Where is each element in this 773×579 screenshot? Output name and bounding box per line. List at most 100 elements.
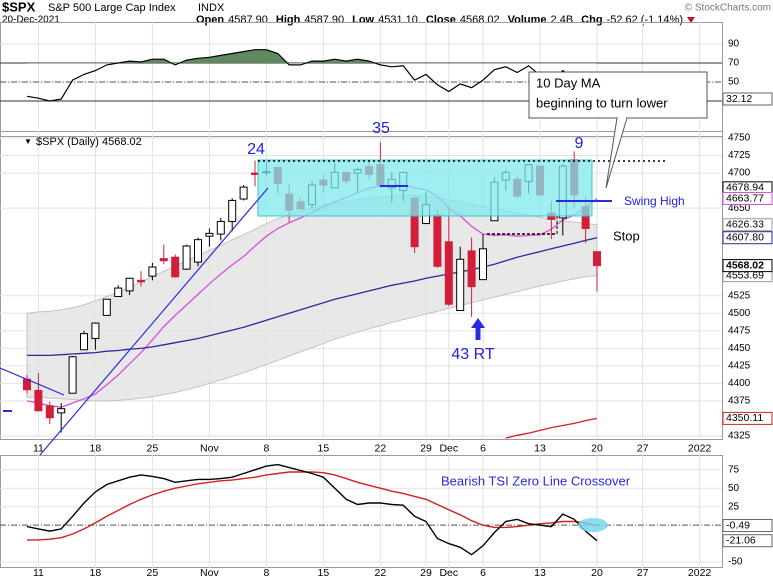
quote-bar: Open 4587.90 High 4587.90 Low 4531.10 Close 456…	[196, 14, 695, 26]
x-tick-label: 25	[147, 442, 159, 454]
candle-body	[68, 356, 77, 394]
candle-body	[137, 279, 145, 283]
annotation: Bearish TSI Zero Line Crossover	[441, 473, 631, 488]
candle-body	[239, 186, 248, 200]
candle-body	[102, 298, 111, 316]
index-name: S&P 500 Large Cap Index	[48, 2, 176, 14]
value-tag: 4553.69	[726, 269, 764, 281]
x-tick-label: 29	[420, 567, 432, 579]
candle-body	[91, 322, 100, 340]
x-tick-label: 13	[534, 567, 546, 579]
y-tick-label: 4725	[728, 150, 751, 161]
rsi-frame	[0, 22, 723, 137]
value-tag: -21.06	[726, 534, 756, 546]
crossover-highlight	[578, 518, 608, 532]
annotation: 43 RT	[451, 346, 495, 363]
value-tag-box	[722, 519, 773, 533]
x-tick-label: 18	[90, 567, 102, 579]
plot-area	[0, 463, 722, 556]
x-tick-label: 20	[591, 442, 603, 454]
x-tick-label: 27	[637, 442, 649, 454]
value-tag-box	[722, 191, 773, 205]
annotation: 10 Day MA	[536, 75, 601, 90]
candle-body	[216, 220, 225, 235]
value-tag: 4607.80	[726, 231, 764, 243]
y-tick-label: 4375	[728, 396, 751, 407]
x-tick-label: 22	[375, 442, 387, 454]
value-tag-box	[722, 218, 773, 232]
candle-body	[456, 258, 465, 311]
x-tick-label: 27	[637, 567, 649, 579]
candle-body	[159, 258, 168, 262]
quote-value: 4531.10	[378, 14, 418, 26]
x-tick-label: 2022	[688, 567, 712, 579]
candle-body	[171, 256, 180, 278]
tsi-line	[27, 471, 598, 541]
y-tick-label: 4475	[728, 325, 751, 336]
value-tag: 4663.77	[726, 192, 764, 204]
y-tick-label: 75	[728, 464, 740, 475]
value-tag: -0.49	[726, 519, 750, 531]
x-tick-label: 18	[90, 442, 102, 454]
y-tick-label: 4450	[728, 343, 751, 354]
candle-body	[125, 277, 134, 292]
change-down-icon	[687, 17, 695, 23]
candle-body	[593, 251, 601, 267]
candle-body	[228, 199, 237, 222]
quote-value: 2.4B	[551, 14, 574, 26]
candle-body	[45, 405, 54, 419]
price-frame	[0, 131, 723, 440]
y-tick-label: 50	[728, 483, 740, 494]
x-tick-label: 2022	[688, 442, 712, 454]
tsi-frame	[0, 455, 723, 568]
x-tick-label: 6	[480, 442, 486, 454]
moving-average	[505, 417, 598, 439]
oversold-fill	[27, 50, 597, 101]
x-tick-label: Dec	[439, 567, 458, 579]
legend-icon: ▼	[24, 137, 32, 146]
candle-body	[148, 266, 157, 277]
value-tag: 4678.94	[726, 182, 764, 194]
annotation: 35	[372, 120, 390, 137]
value-tag-box	[722, 259, 773, 273]
quote-value: 4568.02	[460, 14, 500, 26]
x-tick-label: 11	[33, 442, 44, 454]
overlay: 32.12 24 35 9 43 RT Swing High Stop 10 Day MA be…	[247, 75, 773, 548]
value-tag-box	[722, 92, 773, 106]
trend-line	[39, 187, 269, 456]
quote-label: Open	[196, 14, 224, 26]
x-tick-label: Dec	[439, 442, 458, 454]
x-tick-label: 11	[33, 567, 44, 579]
legend: $SPX (Daily) 4568.02	[36, 136, 142, 148]
symbol: $SPX	[2, 0, 36, 14]
y-tick-label: 4400	[728, 378, 751, 389]
value-tag: 4568.02	[726, 259, 764, 271]
value-tag-box	[722, 231, 773, 245]
indicator-line	[26, 49, 598, 102]
trend-line	[0, 367, 65, 396]
x-tick-label: 8	[263, 567, 269, 579]
candle-body	[80, 333, 88, 351]
annotation: Stop	[613, 228, 640, 243]
x-tick-label: Nov	[200, 442, 219, 454]
x-tick-label: 15	[318, 442, 330, 454]
candle-body	[479, 248, 487, 281]
callout-box	[528, 71, 708, 119]
quote-label: Close	[426, 14, 456, 26]
quote-value: 4587.90	[228, 14, 268, 26]
y-tick-label: 50	[728, 77, 740, 88]
x-tick-label: 20	[591, 567, 603, 579]
value-tag: 32.12	[726, 93, 752, 105]
x-tick-label: 6	[480, 567, 486, 579]
candle-body	[114, 287, 123, 297]
y-tick-label: 4425	[728, 361, 751, 372]
y-tick-label: 70	[728, 58, 740, 69]
candle-body	[444, 241, 453, 305]
y-tick-label: 4650	[728, 203, 751, 214]
date: 20-Dec-2021	[2, 15, 60, 26]
y-tick-label: -50	[728, 557, 743, 568]
moving-average	[27, 237, 598, 357]
consolidation-box	[257, 159, 593, 217]
